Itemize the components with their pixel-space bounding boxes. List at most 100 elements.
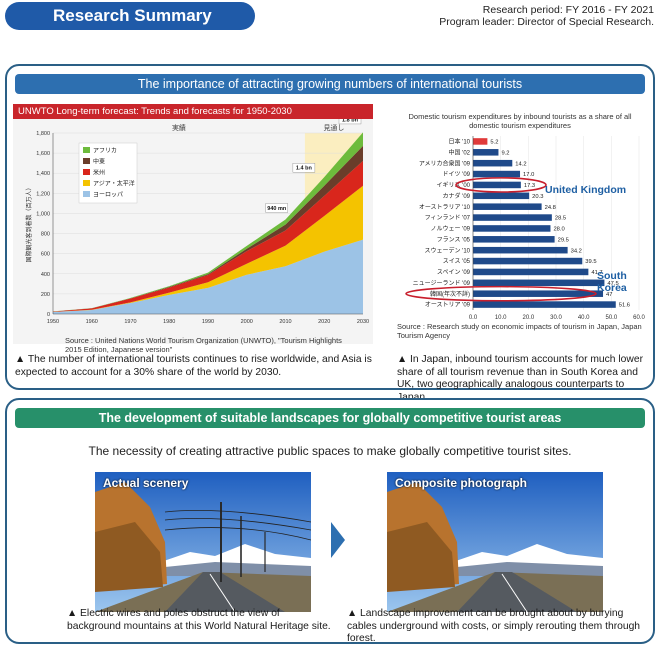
x-tick-label: 1970 (124, 319, 136, 325)
expend-chart-title: Domestic tourism expenditures by inbound… (405, 112, 635, 130)
bar-value-label: 34.2 (571, 248, 582, 254)
label-united-kingdom: United Kingdom (545, 184, 627, 196)
bar (473, 203, 542, 210)
bar-category-label: スウェーデン '10 (425, 246, 471, 254)
annotation-box (292, 163, 316, 173)
bar (473, 149, 499, 156)
bar (473, 181, 521, 189)
expend-title-line1: Domestic tourism expenditures by inbound… (408, 112, 632, 121)
y-tick-label: 1,200 (36, 191, 50, 197)
bar-category-label: ノルウェー '09 (431, 225, 471, 233)
expend-source: Source : Research study on economic impa… (397, 322, 642, 340)
expend-caption: ▲ In Japan, inbound tourism accounts for… (397, 354, 643, 403)
research-meta: Research period: FY 2016 - FY 2021 Progr… (439, 4, 654, 28)
legend-label: 米州 (93, 169, 105, 177)
bar (473, 290, 604, 297)
section-tourists-heading: The importance of attracting growing num… (15, 74, 645, 94)
unwto-source: Source : United Nations World Tourism Or… (65, 336, 342, 354)
region-label-actual: 実績 (172, 123, 186, 132)
section-landscapes: The development of suitable landscapes f… (5, 398, 655, 644)
y-tick-label: 0 (47, 312, 50, 318)
bar-value-label: 47 (606, 292, 612, 298)
bar (473, 159, 513, 167)
arrow-icon (331, 522, 345, 558)
bar-value-label: 51.6 (619, 303, 630, 309)
unwto-chart-title: UNWTO Long-term forecast: Trends and for… (13, 104, 373, 119)
bar (473, 268, 589, 276)
area-series (53, 160, 363, 312)
unwto-caption: ▲ The number of international tourists c… (15, 354, 372, 378)
x-tick-label: 60.0 (633, 315, 645, 321)
expend-bar-chart: 0.0 10.0 20.0 30.0 40.0 50.0 60.0 日本 '10 5.2 中国 '… (405, 136, 645, 321)
legend-swatch (83, 169, 90, 175)
actual-scenery-label: Actual scenery (103, 476, 189, 490)
bar-category-label: アメリカ合衆国 '09 (419, 159, 471, 167)
bar-category-label: オーストラリア '10 (419, 204, 471, 211)
composite-image (387, 472, 603, 612)
x-tick-label: 2030 (357, 319, 369, 325)
landscapes-subheading: The necessity of creating attractive pub… (88, 444, 572, 458)
section-tourists: The importance of attracting growing num… (5, 64, 655, 403)
bar (473, 225, 551, 232)
legend-label: 中東 (93, 158, 105, 166)
annotation-box (265, 203, 288, 213)
annotation-label: 1.4 bn (296, 166, 313, 172)
bar-category-label: カナダ '09 (443, 192, 471, 200)
y-tick-label: 1,000 (36, 211, 50, 217)
bar-value-label: 39.5 (585, 259, 596, 265)
highlight-ellipse (455, 177, 547, 193)
bar-value-label: 20.3 (532, 194, 543, 200)
area-series (53, 239, 363, 314)
bar-value-label: 41.7 (591, 270, 602, 276)
legend-label: ヨーロッパ (93, 192, 123, 199)
expend-title-line2: domestic tourism expenditures (469, 121, 571, 130)
bar-category-label: 韓国(年次不詳) (430, 290, 470, 298)
bar-value-label: 28.0 (553, 227, 564, 233)
actual-scenery-photo: Actual scenery (95, 472, 311, 612)
bar (473, 236, 555, 243)
x-tick-label: 50.0 (605, 315, 617, 321)
x-tick-label: 1990 (202, 319, 214, 325)
y-tick-label: 400 (41, 272, 50, 278)
label-south-korea: South Korea (597, 270, 627, 294)
legend-label: アジア・太平洋 (93, 180, 135, 188)
composite-caption: ▲ Landscape improvement can be brought a… (347, 608, 641, 644)
bar-value-label: 24.8 (545, 205, 556, 211)
x-tick-label: 2020 (318, 319, 330, 325)
unwto-area-chart: 実績 見通し 0 200 400 600 800 1,000 1,200 1,400 1,600 1,… (25, 119, 369, 325)
unwto-figure: UNWTO Long-term forecast: Trends and for… (13, 104, 373, 344)
bar (473, 214, 552, 221)
page-title: Research Summary (5, 2, 255, 30)
legend-swatch (83, 158, 90, 164)
bar-value-label: 9.2 (501, 150, 509, 156)
area-series (53, 185, 363, 312)
actual-scenery-caption: ▲ Electric wires and poles obstruct the … (67, 608, 331, 632)
bar-value-label: 47.5 (607, 281, 618, 287)
bar-category-label: イギリス '00 (437, 182, 471, 189)
y-tick-label: 800 (41, 232, 50, 238)
bar-category-label: オーストリア '09 (425, 302, 471, 309)
legend-swatch (83, 147, 90, 153)
bar (473, 279, 605, 287)
composite-photo: Composite photograph (387, 472, 603, 612)
y-tick-label: 200 (41, 292, 50, 298)
highlight-ellipse (405, 285, 597, 302)
bar-category-label: スイス '05 (443, 258, 471, 265)
composite-label: Composite photograph (395, 476, 527, 490)
annotation-label: 940 mn (267, 206, 287, 212)
x-tick-label: 2000 (241, 319, 253, 325)
program-leader: Program leader: Director of Special Rese… (439, 16, 654, 28)
y-axis-label: 国際観光客到着数（百万人） (25, 184, 33, 262)
x-tick-label: 30.0 (550, 315, 562, 321)
x-tick-label: 1950 (47, 319, 59, 325)
bar (473, 170, 521, 178)
x-tick-label: 1960 (86, 319, 98, 325)
research-period: Research period: FY 2016 - FY 2021 (482, 4, 654, 16)
bar (473, 192, 530, 200)
bar-value-label: 14.2 (515, 161, 526, 167)
bar-category-label: スペイン '09 (437, 269, 471, 276)
legend-swatch (83, 191, 90, 197)
actual-scenery-image (95, 472, 311, 612)
region-label-forecast: 見通し (323, 123, 344, 132)
bar-category-label: 日本 '10 (449, 138, 471, 146)
